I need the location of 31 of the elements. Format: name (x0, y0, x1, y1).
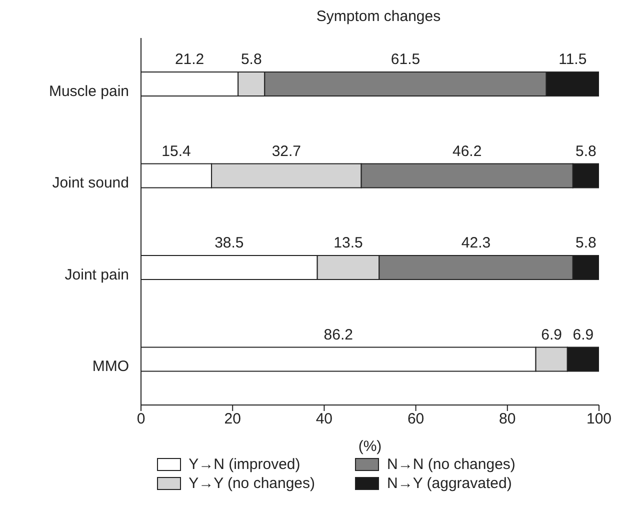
y-tick-label: MMO (92, 358, 129, 376)
data-label: 46.2 (452, 142, 482, 160)
x-tick-label: 80 (499, 410, 516, 428)
data-label: 15.4 (162, 142, 191, 160)
legend-label: N→Y (aggravated) (387, 475, 512, 492)
x-tick-label: 0 (136, 410, 146, 428)
x-tick-label: 40 (316, 410, 333, 428)
data-label: 61.5 (390, 51, 420, 68)
x-axis-title: (%) (358, 438, 382, 455)
chart-title: Symptom changes (315, 8, 442, 27)
legend-label: Y→Y (no changes) (188, 475, 316, 492)
data-label: 6.9 (572, 326, 594, 344)
data-label: 11.5 (558, 51, 587, 68)
data-label: 5.8 (240, 51, 262, 68)
data-label: 6.9 (541, 326, 562, 344)
data-label: 42.3 (461, 234, 491, 252)
data-label: 38.5 (214, 234, 244, 252)
legend-label: N→N (no changes) (387, 456, 516, 473)
x-tick-label: 20 (224, 410, 241, 428)
data-label: 5.8 (576, 234, 596, 252)
data-label: 5.8 (576, 142, 596, 160)
data-label: 13.5 (334, 234, 363, 252)
data-label: 32.7 (272, 142, 302, 160)
legend-label: Y→N (improved) (188, 456, 300, 473)
data-label: 86.2 (324, 326, 353, 344)
y-tick-label: Joint sound (52, 174, 129, 192)
y-tick-label: Joint pain (64, 266, 129, 284)
data-label: 21.2 (174, 51, 204, 68)
x-tick-label: 100 (586, 410, 612, 428)
x-tick-label: 60 (407, 410, 424, 428)
y-tick-label: Muscle pain (48, 82, 129, 100)
